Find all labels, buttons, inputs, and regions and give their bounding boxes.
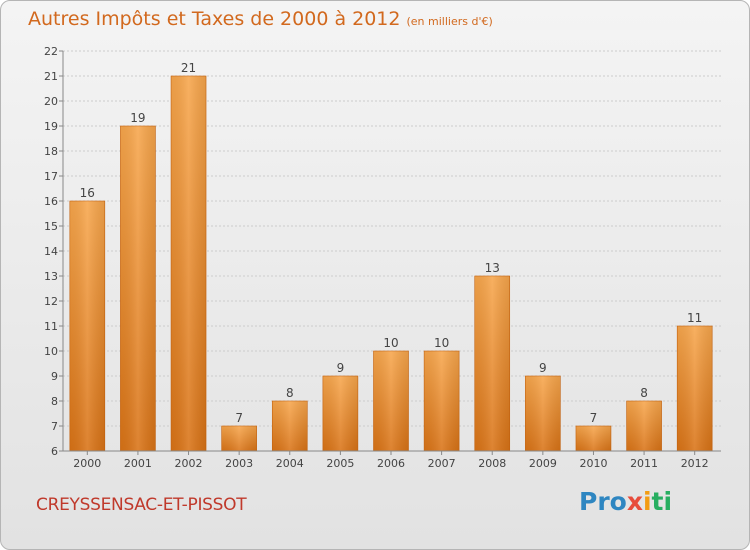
bar-value-label: 7 xyxy=(590,411,598,425)
bars-group: 16 19 21 7 8 9 10 10 13 9 7 8 11 xyxy=(69,61,713,452)
x-tick-label: 2002 xyxy=(175,457,203,470)
x-tick-label: 2006 xyxy=(377,457,405,470)
commune-name: CREYSSENSAC-ET-PISSOT xyxy=(36,495,247,515)
x-tick-label: 2012 xyxy=(681,457,709,470)
proxiti-logo[interactable]: Proxiti xyxy=(579,487,672,516)
y-tick-label: 13 xyxy=(44,270,58,283)
y-tick-label: 20 xyxy=(44,95,58,108)
x-tick-label: 2001 xyxy=(124,457,152,470)
title-unit: (en milliers d'€) xyxy=(406,15,493,28)
bar-sheen xyxy=(322,376,358,451)
bar-value-label: 10 xyxy=(434,336,449,350)
bar-sheen xyxy=(69,201,105,451)
y-tick-label: 21 xyxy=(44,70,58,83)
bar-value-label: 9 xyxy=(539,361,547,375)
y-tick-label: 10 xyxy=(44,345,58,358)
logo-part-1: Pro xyxy=(579,487,627,516)
bar-value-label: 8 xyxy=(640,386,648,400)
y-tick-label: 8 xyxy=(51,395,58,408)
y-tick-label: 17 xyxy=(44,170,58,183)
x-tick-label: 2000 xyxy=(73,457,101,470)
bar-sheen xyxy=(373,351,409,451)
bar-sheen xyxy=(626,401,662,451)
bar-sheen xyxy=(525,376,561,451)
bar-value-label: 19 xyxy=(130,111,145,125)
y-tick-label: 14 xyxy=(44,245,58,258)
logo-part-2: x xyxy=(626,487,643,516)
x-tick-label: 2005 xyxy=(326,457,354,470)
y-tick-label: 19 xyxy=(44,120,58,133)
x-tick-label: 2009 xyxy=(529,457,557,470)
y-tick-label: 9 xyxy=(51,370,58,383)
bar-value-label: 13 xyxy=(485,261,500,275)
y-tick-label: 16 xyxy=(44,195,58,208)
x-tick-label: 2007 xyxy=(428,457,456,470)
bar-value-label: 21 xyxy=(181,61,196,75)
x-axis: 2000 2001 2002 2003 2004 2005 2006 2007 2008 2009… xyxy=(63,450,721,470)
x-tick-label: 2011 xyxy=(630,457,658,470)
bar-value-label: 10 xyxy=(383,336,398,350)
bar-value-label: 8 xyxy=(286,386,294,400)
x-tick-label: 2010 xyxy=(579,457,607,470)
y-tick-label: 18 xyxy=(44,145,58,158)
bar-value-label: 9 xyxy=(337,361,345,375)
y-tick-label: 12 xyxy=(44,295,58,308)
bar-sheen xyxy=(120,126,156,451)
chart-title: Autres Impôts et Taxes de 2000 à 2012 (en… xyxy=(28,8,493,30)
y-tick-label: 11 xyxy=(44,320,58,333)
x-tick-label: 2003 xyxy=(225,457,253,470)
bar-value-label: 11 xyxy=(687,311,702,325)
x-tick-label: 2008 xyxy=(478,457,506,470)
y-tick-label: 7 xyxy=(51,420,58,433)
y-axis: 6 7 8 9 10 11 12 13 14 15 16 17 18 19 20 21 22 xyxy=(44,45,64,458)
y-tick-label: 6 xyxy=(51,445,58,458)
logo-part-4: ti xyxy=(651,487,673,516)
bar-sheen xyxy=(677,326,713,451)
bar-value-label: 16 xyxy=(80,186,95,200)
bar-value-label: 7 xyxy=(235,411,243,425)
bar-sheen xyxy=(221,426,257,451)
y-tick-label: 22 xyxy=(44,45,58,58)
bar-sheen xyxy=(272,401,308,451)
title-text: Autres Impôts et Taxes de 2000 à 2012 xyxy=(28,8,401,30)
bar-sheen xyxy=(474,276,510,451)
bar-sheen xyxy=(575,426,611,451)
bar-sheen xyxy=(171,76,207,451)
logo-part-3: i xyxy=(642,487,652,516)
x-tick-label: 2004 xyxy=(276,457,304,470)
bar-sheen xyxy=(424,351,460,451)
y-tick-label: 15 xyxy=(44,220,58,233)
